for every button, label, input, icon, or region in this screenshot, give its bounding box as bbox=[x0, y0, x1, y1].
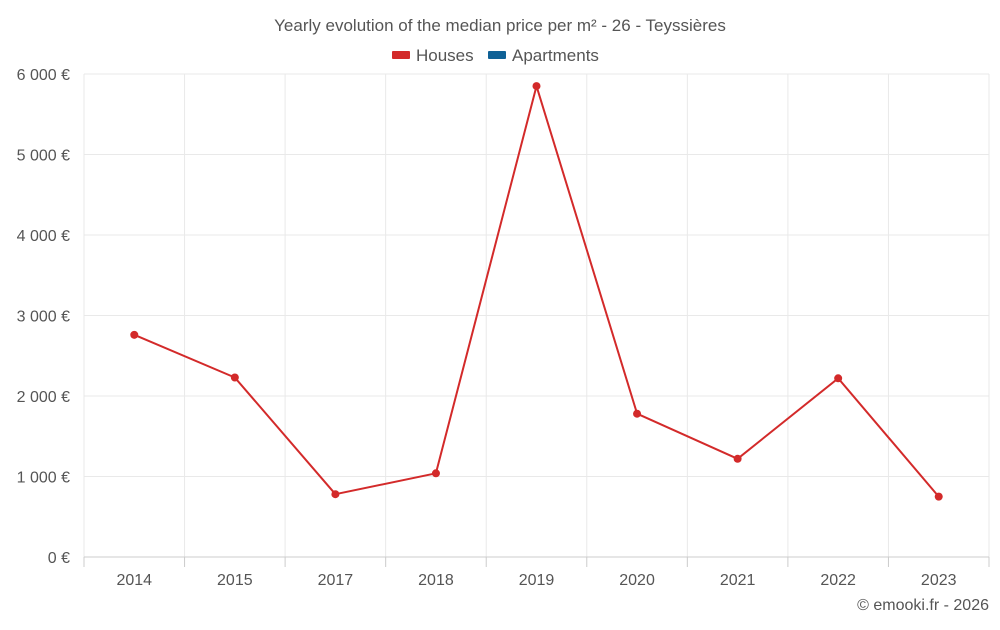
x-tick-label: 2017 bbox=[318, 572, 354, 589]
x-tick-label: 2019 bbox=[519, 572, 555, 589]
y-tick-label: 2 000 € bbox=[17, 389, 70, 406]
data-point[interactable] bbox=[934, 492, 943, 501]
data-point[interactable] bbox=[633, 409, 642, 418]
x-tick-label: 2018 bbox=[418, 572, 454, 589]
grid bbox=[83, 73, 990, 557]
y-tick-label: 3 000 € bbox=[17, 309, 70, 326]
legend-swatch-houses bbox=[392, 51, 410, 59]
legend-item-apartments[interactable]: Apartments bbox=[488, 46, 599, 65]
legend: Houses Apartments bbox=[392, 46, 599, 65]
data-point[interactable] bbox=[431, 469, 440, 478]
y-tick-label: 1 000 € bbox=[17, 470, 70, 487]
y-tick-label: 6 000 € bbox=[17, 67, 70, 84]
y-tick-label: 5 000 € bbox=[17, 148, 70, 165]
series-houses bbox=[130, 82, 943, 501]
credit-text: © emooki.fr - 2026 bbox=[857, 597, 989, 614]
x-tick-label: 2020 bbox=[619, 572, 655, 589]
data-point[interactable] bbox=[331, 490, 340, 499]
data-point[interactable] bbox=[834, 374, 843, 383]
y-tick-label: 0 € bbox=[48, 550, 70, 567]
legend-label-houses: Houses bbox=[416, 46, 474, 65]
x-tick-label: 2014 bbox=[116, 572, 152, 589]
series-line-houses bbox=[133, 85, 940, 498]
x-tick-label: 2015 bbox=[217, 572, 253, 589]
axes: 0 € 1 000 € 2 000 € 3 000 € 4 000 € 5 000 € 6 … bbox=[17, 67, 990, 589]
data-point[interactable] bbox=[130, 330, 139, 339]
chart-title: Yearly evolution of the median price per… bbox=[274, 16, 726, 35]
data-point[interactable] bbox=[230, 373, 239, 382]
legend-swatch-apartments bbox=[488, 51, 506, 59]
legend-label-apartments: Apartments bbox=[512, 46, 599, 65]
y-tick-label: 4 000 € bbox=[17, 228, 70, 245]
x-tick-label: 2023 bbox=[921, 572, 957, 589]
x-tick-label: 2021 bbox=[720, 572, 756, 589]
data-point[interactable] bbox=[532, 82, 541, 91]
data-point[interactable] bbox=[733, 454, 742, 463]
x-tick-label: 2022 bbox=[820, 572, 856, 589]
legend-item-houses[interactable]: Houses bbox=[392, 46, 474, 65]
